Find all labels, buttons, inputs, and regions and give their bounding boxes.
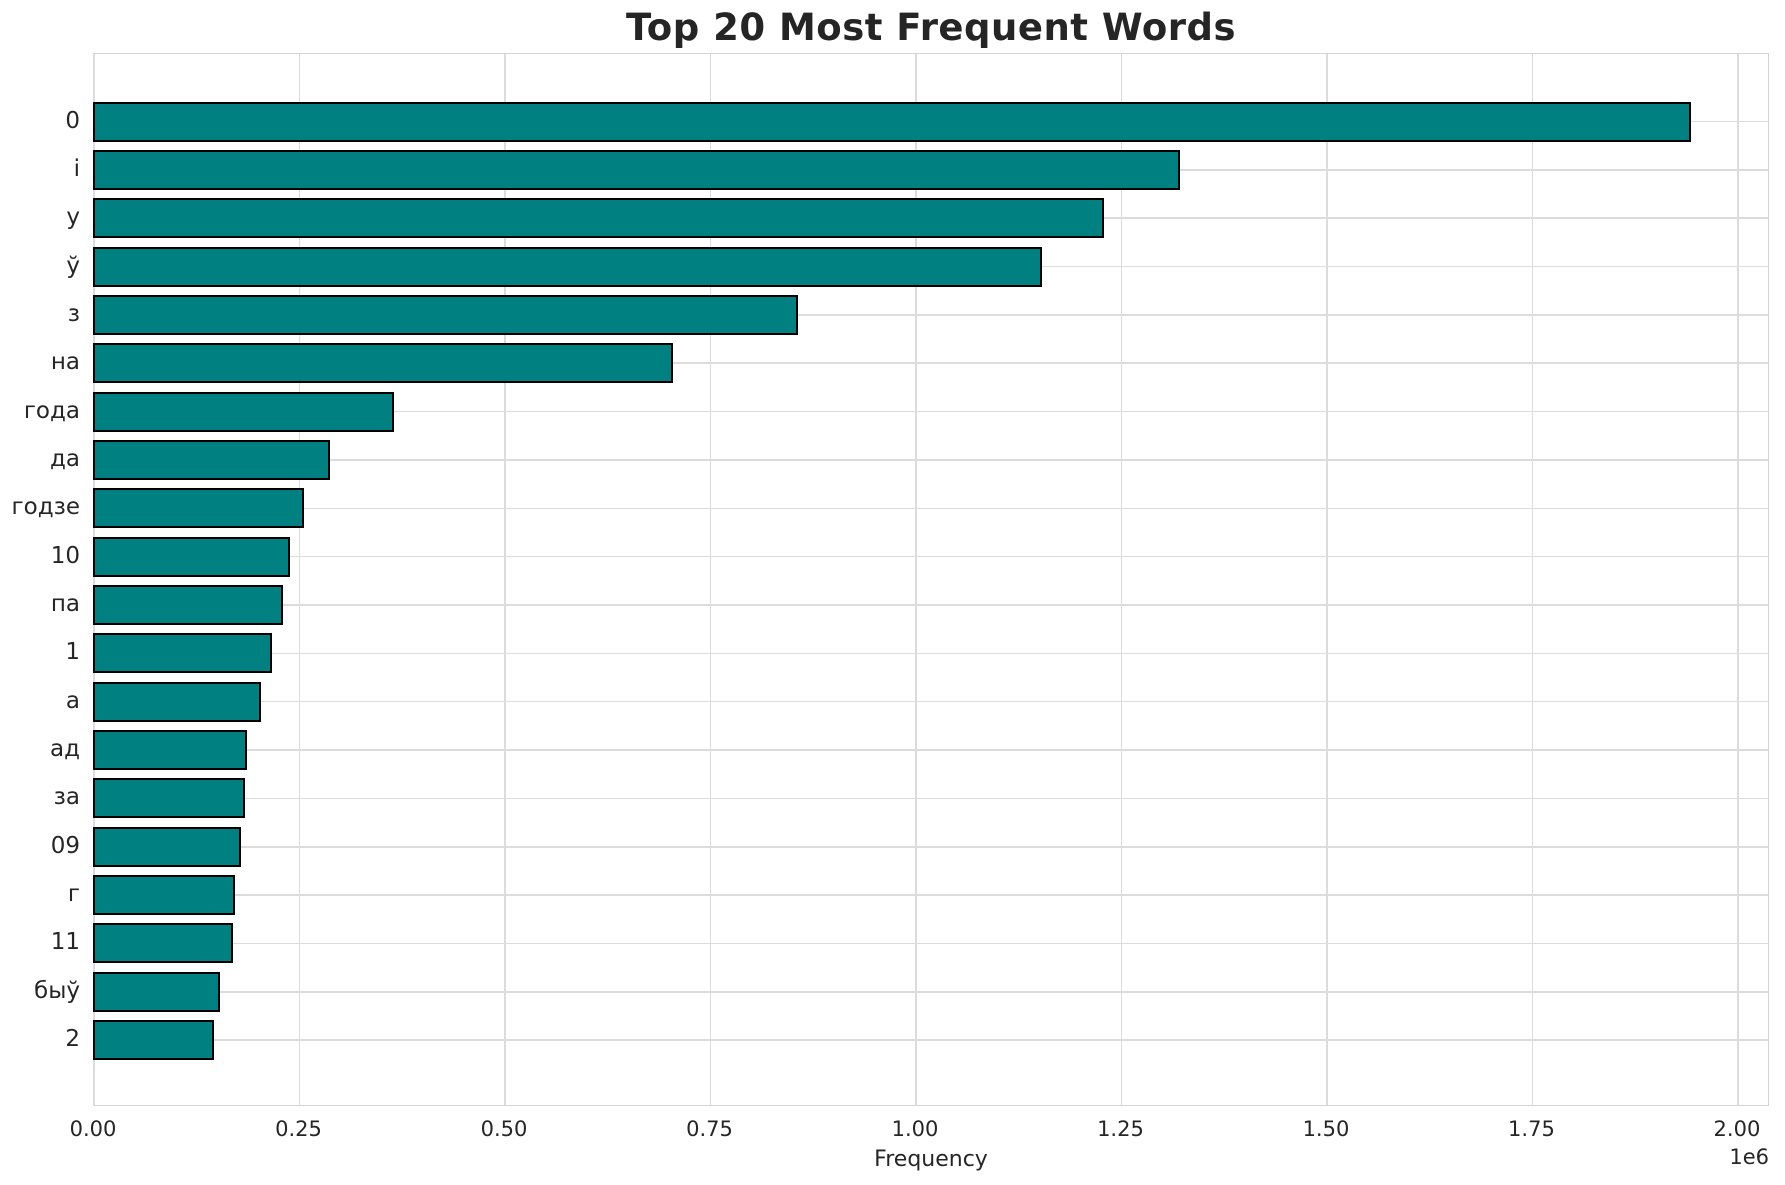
bar-быў [93,971,220,1012]
x-tick-label: 1.50 [1302,1117,1350,1141]
bar-09 [93,826,242,867]
y-tick-label: за [53,784,80,811]
y-tick-label: г [67,881,80,908]
x-gridline [709,54,712,1105]
y-gridline [94,314,1768,316]
bar-2 [93,1020,214,1061]
y-tick-label: да [50,445,80,472]
x-gridline [298,54,301,1105]
bar-1 [93,633,272,674]
x-tick-label: 1.75 [1508,1117,1555,1141]
chart-title: Top 20 Most Frequent Words [625,6,1237,49]
x-axis-label: Frequency [874,1147,988,1172]
y-tick-label: у [66,204,80,231]
x-gridline [1120,54,1123,1105]
y-gridline [94,459,1768,461]
y-tick-label: 2 [65,1026,80,1053]
y-gridline [94,845,1768,848]
y-gridline [94,507,1768,510]
y-gridline [94,362,1768,365]
x-tick-label: 0.50 [480,1117,528,1141]
bar-а [93,681,261,722]
y-gridline [94,942,1768,945]
y-gridline [94,652,1768,655]
y-tick-label: быў [34,977,80,1004]
bar-г [93,875,236,916]
x-tick-label: 1.00 [891,1117,939,1141]
y-tick-label: ад [50,736,80,763]
y-tick-label: 1 [65,639,80,666]
x-tick-label: 1.25 [1097,1117,1144,1141]
y-tick-label: года [23,397,80,424]
bar-і [93,149,1180,190]
x-tick-label: 0.75 [686,1117,733,1141]
bar-у [93,198,1105,239]
x-gridline [93,54,95,1105]
x-tick-label: 0.00 [69,1117,117,1141]
y-tick-label: ў [66,252,80,279]
bar-ў [93,246,1042,287]
bar-10 [93,536,291,577]
axis-scale-offset-text: 1e6 [1729,1145,1769,1169]
bar-на [93,343,673,384]
bar-11 [93,923,233,964]
x-gridline [915,54,917,1105]
bar-за [93,778,246,819]
x-gridline [1737,54,1739,1105]
x-gridline [1326,54,1328,1105]
bar-0 [93,101,1692,142]
y-tick-label: і [73,155,80,182]
y-tick-label: па [50,591,80,617]
y-gridline [94,991,1768,993]
plot-area [93,53,1769,1106]
x-tick-label: 0.25 [275,1117,322,1141]
y-tick-label: 0 [65,107,80,134]
bar-ад [93,730,247,771]
y-tick-label: з [67,300,80,327]
y-gridline [94,894,1768,896]
y-tick-label: 09 [50,832,80,859]
y-tick-label: годзе [11,494,80,521]
y-gridline [94,555,1768,558]
bar-года [93,391,395,432]
y-gridline [94,410,1768,413]
y-tick-label: 10 [50,542,80,569]
bar-з [93,294,798,335]
y-gridline [94,1039,1768,1041]
y-tick-label: на [50,349,80,376]
bar-годзе [93,488,304,529]
x-gridline [504,54,506,1105]
bar-па [93,585,284,625]
x-tick-label: 2.00 [1713,1117,1761,1141]
y-tick-label: а [65,687,80,714]
y-gridline [94,604,1768,606]
x-gridline [1531,54,1534,1105]
bar-да [93,439,330,480]
y-tick-label: 11 [50,929,80,956]
y-gridline [94,797,1768,800]
y-gridline [94,700,1768,703]
y-gridline [94,749,1768,751]
